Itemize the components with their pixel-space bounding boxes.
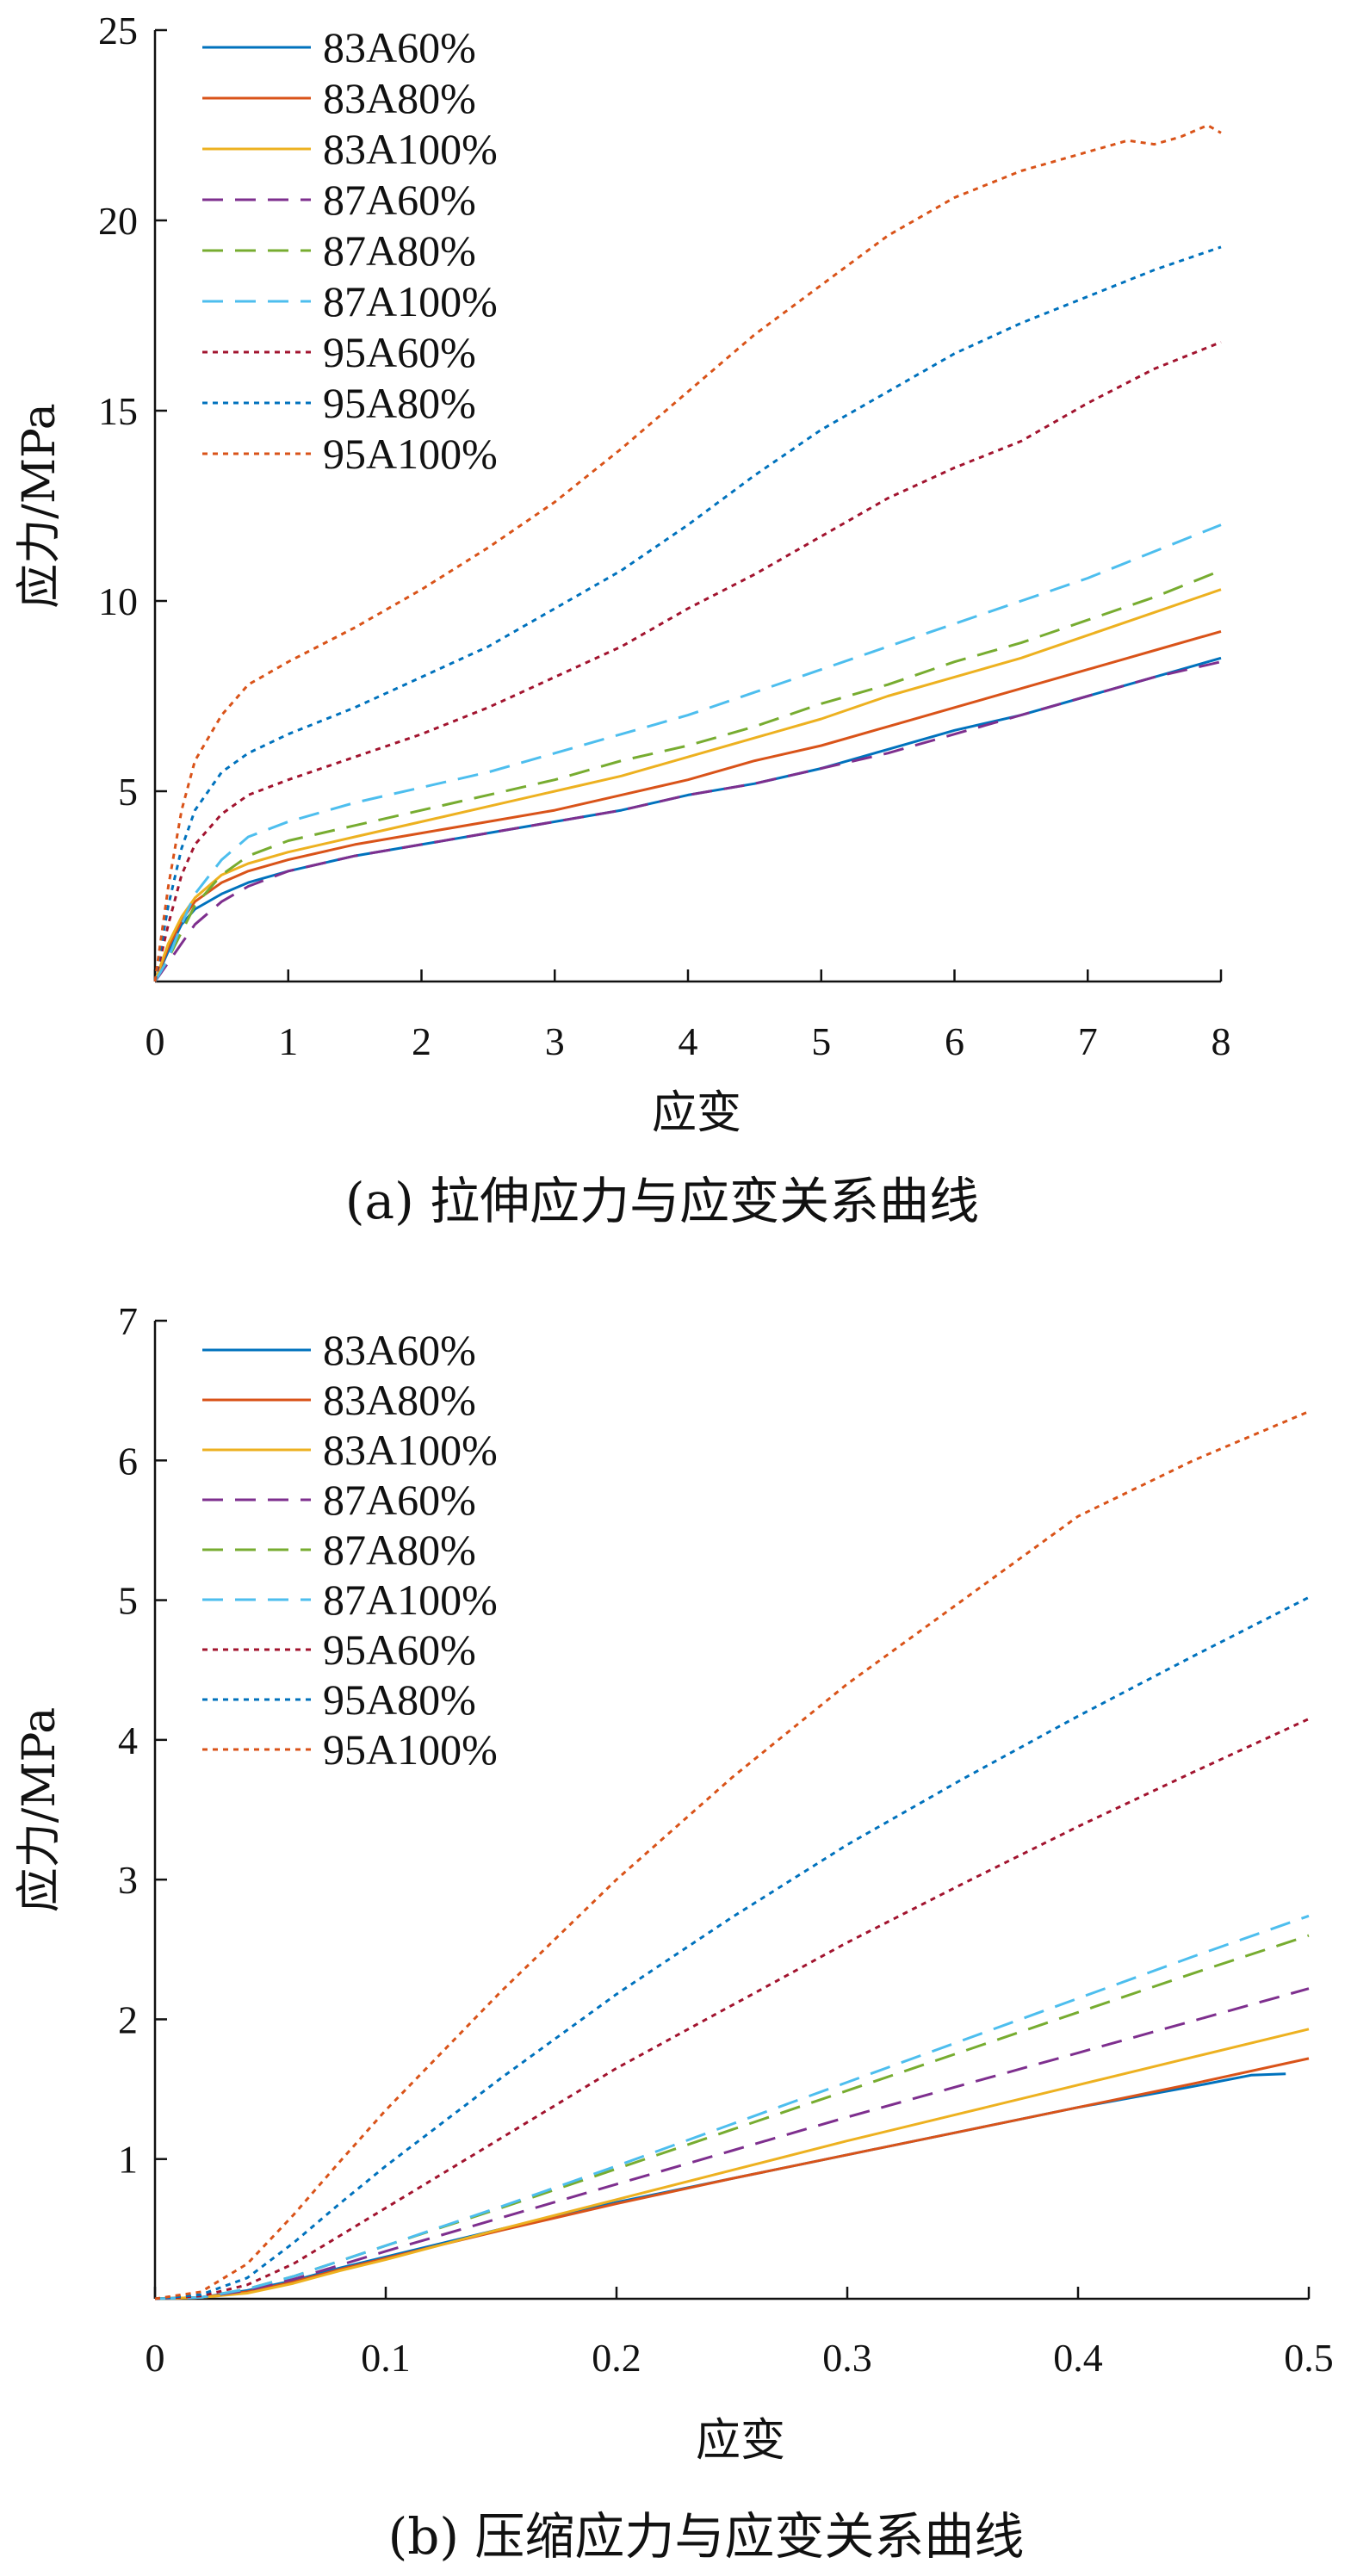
compression-x-tick-label: 0.5 — [1284, 2336, 1334, 2380]
compression-y-axis-title: 应力/MPa — [14, 1707, 65, 1912]
tensile-legend-label: 95A100% — [323, 430, 498, 478]
tensile-legend-label: 87A60% — [323, 176, 476, 224]
compression-caption: (b) 压缩应力与应变关系曲线 — [388, 2507, 1025, 2566]
tensile-legend-label: 83A60% — [323, 23, 476, 71]
tensile-y-tick-label: 20 — [98, 199, 138, 243]
tensile-x-tick-label: 4 — [679, 1019, 698, 1063]
tensile-x-tick-label: 3 — [545, 1019, 565, 1063]
tensile-legend-label: 95A80% — [323, 379, 476, 427]
tensile-series-line-83a100pct — [153, 588, 1222, 982]
compression-legend-label: 87A100% — [323, 1576, 498, 1624]
tensile-x-tick-label: 7 — [1078, 1019, 1098, 1063]
compression-legend-label: 95A80% — [323, 1675, 476, 1724]
tensile-x-tick-label: 0 — [146, 1019, 165, 1063]
tensile-legend-label: 83A80% — [323, 74, 476, 122]
compression-series-line-87a80pct — [154, 1934, 1310, 2300]
tensile-chart: 0 1 2 3 4 5 6 7 8 5 10 15 20 25 应变 应力/MPa 83A60%83A80%83… — [14, 9, 1231, 1230]
tensile-series-line-87a60pct — [153, 660, 1222, 982]
tensile-y-tick-label: 25 — [98, 9, 138, 53]
compression-y-tick-label: 5 — [118, 1579, 138, 1623]
compression-chart: 0 0.1 0.2 0.3 0.4 0.51234567应变应力/MPa83A60%83A… — [14, 1299, 1334, 2566]
tensile-series-line-83a80pct — [153, 629, 1222, 982]
compression-x-tick-label: 0.3 — [822, 2336, 872, 2380]
tensile-series-line-87a80pct — [153, 569, 1222, 982]
tensile-series-line-95a100pct — [153, 124, 1222, 982]
compression-chart-panel: 0 0.1 0.2 0.3 0.4 0.5 1 2 3 4 5 6 7 应变 应力/MPa 83A60% 83A… — [0, 1291, 1351, 2576]
compression-y-tick-label: 4 — [118, 1718, 138, 1762]
tensile-y-tick-label: 10 — [98, 579, 138, 623]
tensile-series-line-83a60pct — [153, 656, 1222, 982]
compression-series-line-95a80pct — [154, 1595, 1310, 2300]
tensile-x-tick-label: 1 — [278, 1019, 298, 1063]
tensile-series-line-95a80pct — [153, 245, 1222, 982]
tensile-x-tick-label: 6 — [945, 1019, 964, 1063]
compression-y-tick-label: 1 — [118, 2138, 138, 2182]
compression-series-line-87a60pct — [154, 1987, 1310, 2300]
compression-series-line-83a100pct — [154, 2028, 1310, 2300]
tensile-y-axis-title: 应力/MPa — [14, 403, 65, 608]
compression-legend-label: 83A100% — [323, 1426, 498, 1474]
compression-legend-label: 95A60% — [323, 1625, 476, 1674]
tensile-y-tick-label: 5 — [118, 770, 138, 814]
tensile-x-tick-label: 2 — [412, 1019, 431, 1063]
tensile-series-line-87a100pct — [153, 523, 1222, 982]
compression-legend-label: 95A100% — [323, 1725, 498, 1774]
tensile-x-tick-label: 5 — [811, 1019, 831, 1063]
tensile-series-line-95a60pct — [153, 341, 1222, 982]
tensile-legend-label: 87A100% — [323, 277, 498, 325]
compression-legend-label: 83A80% — [323, 1376, 476, 1424]
tensile-x-axis-title: 应变 — [652, 1087, 741, 1139]
compression-legend-label: 83A60% — [323, 1326, 476, 1374]
compression-x-tick-label: 0.1 — [361, 2336, 411, 2380]
compression-x-tick-label: 0.2 — [592, 2336, 641, 2380]
compression-y-tick-label: 3 — [118, 1858, 138, 1902]
compression-series-line-95a60pct — [154, 1718, 1310, 2300]
compression-y-tick-label: 7 — [118, 1299, 138, 1343]
tensile-legend-label: 83A100% — [323, 125, 498, 173]
compression-y-tick-label: 2 — [118, 1997, 138, 2041]
compression-legend-label: 87A80% — [323, 1526, 476, 1574]
compression-x-axis-title: 应变 — [696, 2415, 785, 2467]
tensile-legend-label: 87A80% — [323, 226, 476, 275]
tensile-x-tick-label: 8 — [1212, 1019, 1231, 1063]
compression-x-tick-label: 0 — [146, 2336, 165, 2380]
compression-legend-label: 87A60% — [323, 1476, 476, 1524]
compression-y-tick-label: 6 — [118, 1439, 138, 1483]
tensile-legend-label: 95A60% — [323, 328, 476, 376]
compression-series-line-87a100pct — [154, 1914, 1310, 2300]
compression-x-tick-label: 0.4 — [1053, 2336, 1103, 2380]
tensile-chart-panel: 0 1 2 3 4 5 6 7 8 5 10 15 20 25 应变 应力/MPa 83A60% 83A80% 83… — [0, 0, 1351, 1257]
compression-series-line-83a80pct — [154, 2057, 1310, 2300]
tensile-caption: (a) 拉伸应力与应变关系曲线 — [345, 1172, 979, 1230]
tensile-y-tick-label: 15 — [98, 389, 138, 433]
